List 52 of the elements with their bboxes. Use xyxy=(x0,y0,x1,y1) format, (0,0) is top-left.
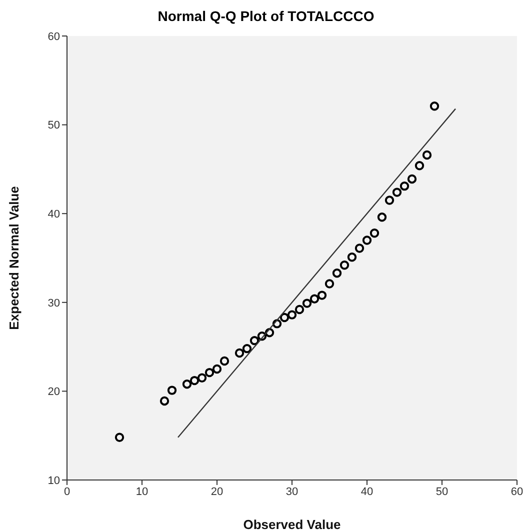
y-tick-label: 20 xyxy=(48,386,60,398)
point xyxy=(272,319,282,328)
point xyxy=(400,181,410,191)
y-tick-label: 50 xyxy=(48,120,60,132)
point xyxy=(160,396,170,406)
x-tick-label: 40 xyxy=(360,486,374,498)
point xyxy=(317,290,327,300)
point xyxy=(197,373,207,382)
point xyxy=(212,364,222,374)
point xyxy=(392,188,402,197)
y-tick-label: 30 xyxy=(48,297,60,310)
y-tick-label: 10 xyxy=(48,474,60,487)
point xyxy=(430,102,440,111)
point xyxy=(204,368,214,378)
point xyxy=(377,212,387,222)
point xyxy=(167,386,177,395)
point xyxy=(324,279,334,288)
chart-title: Normal Q-Q Plot of TOTALCCCO xyxy=(156,8,376,24)
x-axis-title: Observed Value xyxy=(243,517,341,531)
y-tick-label: 40 xyxy=(48,208,60,221)
x-tick-label: 60 xyxy=(510,486,524,498)
point xyxy=(310,294,320,304)
point xyxy=(332,268,342,278)
point xyxy=(340,260,350,270)
point xyxy=(190,376,200,386)
point xyxy=(354,244,364,253)
point xyxy=(242,344,252,354)
y-tick-label: 60 xyxy=(48,30,60,43)
x-tick-label: 10 xyxy=(136,486,148,498)
point xyxy=(414,161,424,170)
point xyxy=(234,348,244,358)
x-tick-label: 50 xyxy=(436,486,448,498)
y-axis-title: Expected Normal Value xyxy=(6,186,22,330)
point xyxy=(370,228,380,238)
point xyxy=(407,174,417,184)
point xyxy=(422,150,432,160)
x-tick-label: 0 xyxy=(64,486,70,498)
point xyxy=(280,312,290,322)
point xyxy=(257,332,267,341)
x-tick-label: 30 xyxy=(286,486,298,498)
x-tick-label: 20 xyxy=(210,486,224,498)
point xyxy=(347,252,357,262)
point xyxy=(264,328,274,338)
point xyxy=(287,310,297,320)
point xyxy=(362,236,372,245)
point xyxy=(220,356,230,366)
point xyxy=(182,379,192,389)
point xyxy=(114,432,124,442)
point xyxy=(384,196,394,205)
point xyxy=(302,298,312,308)
point xyxy=(294,304,304,314)
point xyxy=(250,336,260,346)
